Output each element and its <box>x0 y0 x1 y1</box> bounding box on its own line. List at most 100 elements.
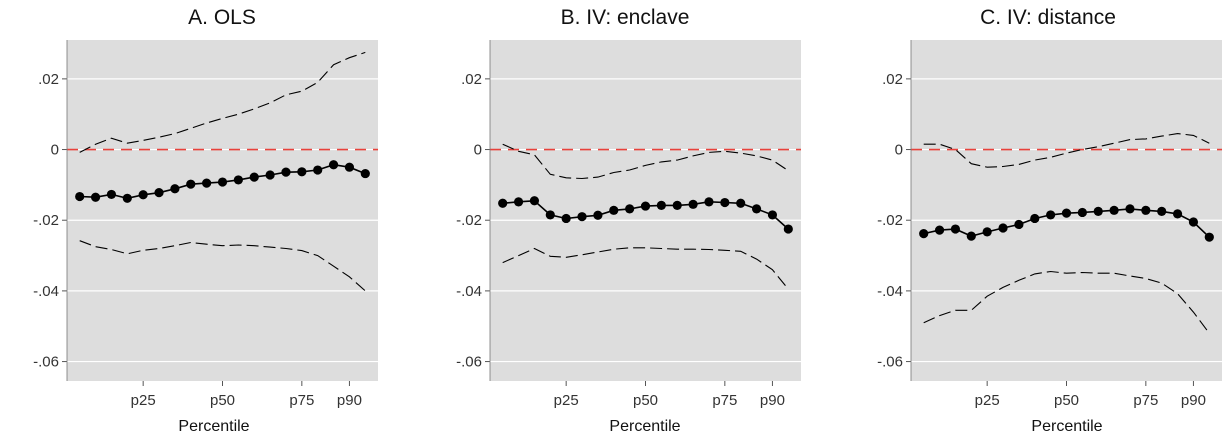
panel-title: B. IV: enclave <box>561 6 690 29</box>
plot-background <box>67 40 378 381</box>
estimate-point <box>344 162 355 172</box>
panel-title: A. OLS <box>188 6 256 29</box>
estimate-point <box>233 175 243 185</box>
estimate-point <box>609 205 619 215</box>
x-tick-label: p75 <box>1133 392 1158 409</box>
estimate-point <box>313 165 323 175</box>
y-tick-label: -.04 <box>456 283 482 300</box>
x-axis-title: Percentile <box>178 418 249 435</box>
estimate-point <box>202 178 212 188</box>
x-tick-label: p90 <box>760 392 785 409</box>
estimate-point <box>1014 219 1024 230</box>
upper-ci-line <box>502 143 789 180</box>
estimate-point <box>783 224 793 234</box>
estimate-point <box>217 177 228 187</box>
estimate-point <box>1141 205 1151 215</box>
panel-iv-enclave: .02 0 -.02 -.04 -.06 p25 p50 p75 p90 B. IV: encla… <box>456 6 801 435</box>
estimate-point <box>966 231 976 241</box>
y-tick-label: 0 <box>51 142 59 159</box>
estimate-point <box>186 179 196 189</box>
estimate-point <box>75 191 85 202</box>
lower-ci-line <box>502 247 789 290</box>
estimate-point <box>328 160 339 170</box>
estimate-point <box>265 170 275 180</box>
x-axis-title: Percentile <box>609 418 680 435</box>
lower-ci-line <box>79 240 366 292</box>
lower-ci-line <box>923 270 1210 334</box>
x-tick-label: p75 <box>712 392 737 409</box>
estimate-point <box>934 225 945 235</box>
plot-area-group: .02 0 -.02 -.04 -.06 p25 p50 p75 p90 <box>456 40 801 409</box>
x-tick-label: p50 <box>210 392 235 409</box>
estimate-point <box>498 198 508 208</box>
estimate-point <box>529 196 540 206</box>
estimate-point <box>640 201 651 211</box>
estimate-point <box>154 188 164 198</box>
estimate-point <box>950 224 961 234</box>
estimate-point <box>513 197 524 207</box>
panel-ols: .02 0 -.02 -.04 -.06 p25 p50 p75 p90 A. OLS Perce… <box>33 6 378 435</box>
panel-title: C. IV: distance <box>980 6 1116 29</box>
upper-ci-line <box>79 51 366 153</box>
plot-area-group: .02 0 -.02 -.04 -.06 p25 p50 p75 p90 <box>33 40 378 409</box>
estimate-point <box>545 210 555 220</box>
estimate-point <box>998 223 1008 233</box>
y-tick-label: 0 <box>474 142 482 159</box>
estimate-point <box>1030 213 1040 224</box>
estimate-point <box>593 210 603 220</box>
x-tick-label: p25 <box>131 392 156 409</box>
estimate-point <box>1172 209 1183 219</box>
estimate-point <box>1188 217 1199 227</box>
x-tick-label: p25 <box>975 392 1000 409</box>
panel-iv-distance: .02 0 -.02 -.04 -.06 p25 p50 p75 p90 C. IV: dista… <box>877 6 1222 435</box>
estimate-point <box>138 190 148 200</box>
x-tick-label: p90 <box>337 392 362 409</box>
estimate-point <box>90 192 101 202</box>
estimate-point <box>704 197 714 207</box>
estimate-point <box>122 193 132 203</box>
estimate-point <box>1204 232 1214 242</box>
estimate-point <box>919 229 929 239</box>
estimate-point <box>1157 206 1167 216</box>
estimate-point <box>561 213 571 224</box>
x-tick-label: p90 <box>1181 392 1206 409</box>
estimate-point <box>625 204 635 214</box>
estimate-point <box>297 167 307 177</box>
estimate-point <box>170 184 180 194</box>
estimate-point <box>1093 206 1103 216</box>
y-tick-label: .02 <box>882 71 903 88</box>
y-tick-label: -.06 <box>456 354 482 371</box>
estimate-point <box>720 197 730 208</box>
estimate-point <box>767 210 778 220</box>
estimate-point <box>1125 204 1135 214</box>
estimate-point <box>1077 207 1087 218</box>
estimate-point <box>360 168 370 179</box>
x-tick-label: p50 <box>633 392 658 409</box>
y-tick-label: -.04 <box>877 283 903 300</box>
y-tick-label: .02 <box>38 71 59 88</box>
y-tick-label: 0 <box>895 142 903 159</box>
plot-area-group: .02 0 -.02 -.04 -.06 p25 p50 p75 p90 <box>877 40 1222 409</box>
y-tick-label: -.02 <box>456 212 482 229</box>
y-tick-label: .02 <box>461 71 482 88</box>
estimate-point <box>688 199 698 209</box>
x-tick-label: p25 <box>554 392 579 409</box>
estimate-point <box>1046 210 1056 220</box>
estimate-point <box>577 212 587 222</box>
y-tick-label: -.02 <box>33 212 59 229</box>
upper-ci-line <box>923 133 1210 168</box>
estimate-point <box>106 189 117 200</box>
estimate-point <box>736 198 746 208</box>
estimate-point <box>672 200 682 210</box>
y-tick-label: -.04 <box>33 283 59 300</box>
estimate-point <box>281 167 291 177</box>
estimate-point <box>656 200 666 210</box>
estimate-point <box>1061 208 1072 218</box>
estimate-point <box>1109 205 1119 215</box>
x-tick-label: p75 <box>289 392 314 409</box>
x-tick-label: p50 <box>1054 392 1079 409</box>
y-tick-label: -.06 <box>33 354 59 371</box>
estimate-point <box>751 204 762 214</box>
x-axis-title: Percentile <box>1031 418 1102 435</box>
